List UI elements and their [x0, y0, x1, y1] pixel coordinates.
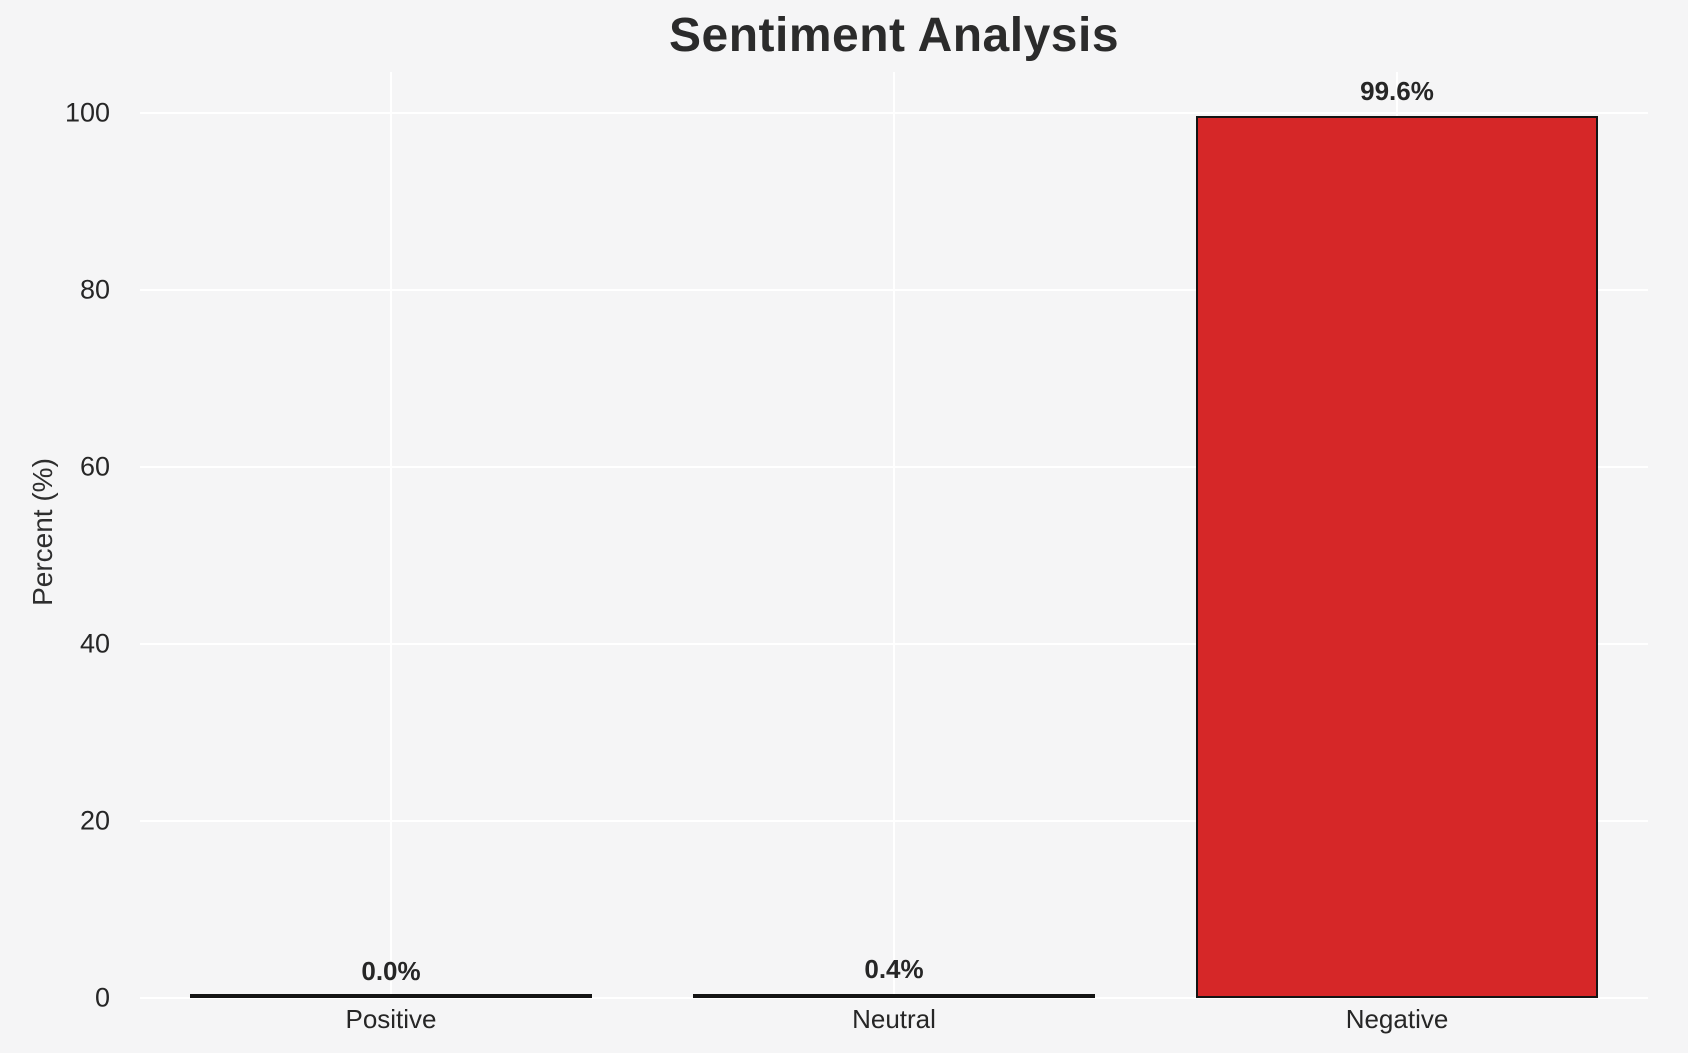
y-tick-label: 40 — [79, 628, 110, 659]
x-tick-label: Negative — [1345, 1004, 1449, 1034]
y-tick-label: 80 — [79, 274, 110, 305]
y-tick-label: 0 — [94, 982, 110, 1013]
bar-positive — [190, 994, 592, 998]
x-tick-label: Positive — [345, 1004, 437, 1034]
plot-area: 0.0% 0.4% 99.6% — [140, 72, 1648, 999]
y-tick-label: 100 — [64, 97, 110, 128]
bar-negative — [1196, 116, 1598, 998]
chart-title: Sentiment Analysis — [668, 9, 1120, 62]
bar-value-label: 0.4% — [864, 954, 924, 984]
bar-value-label: 0.0% — [361, 956, 421, 986]
bar-neutral — [693, 994, 1095, 998]
y-tick-label: 60 — [79, 451, 110, 482]
y-tick-label: 20 — [79, 805, 110, 836]
gridline-vertical — [893, 72, 895, 998]
x-tick-label: Neutral — [852, 1004, 936, 1034]
bar-value-label: 99.6% — [1360, 76, 1434, 106]
gridline-horizontal — [140, 997, 1648, 999]
gridline-vertical — [390, 72, 392, 998]
